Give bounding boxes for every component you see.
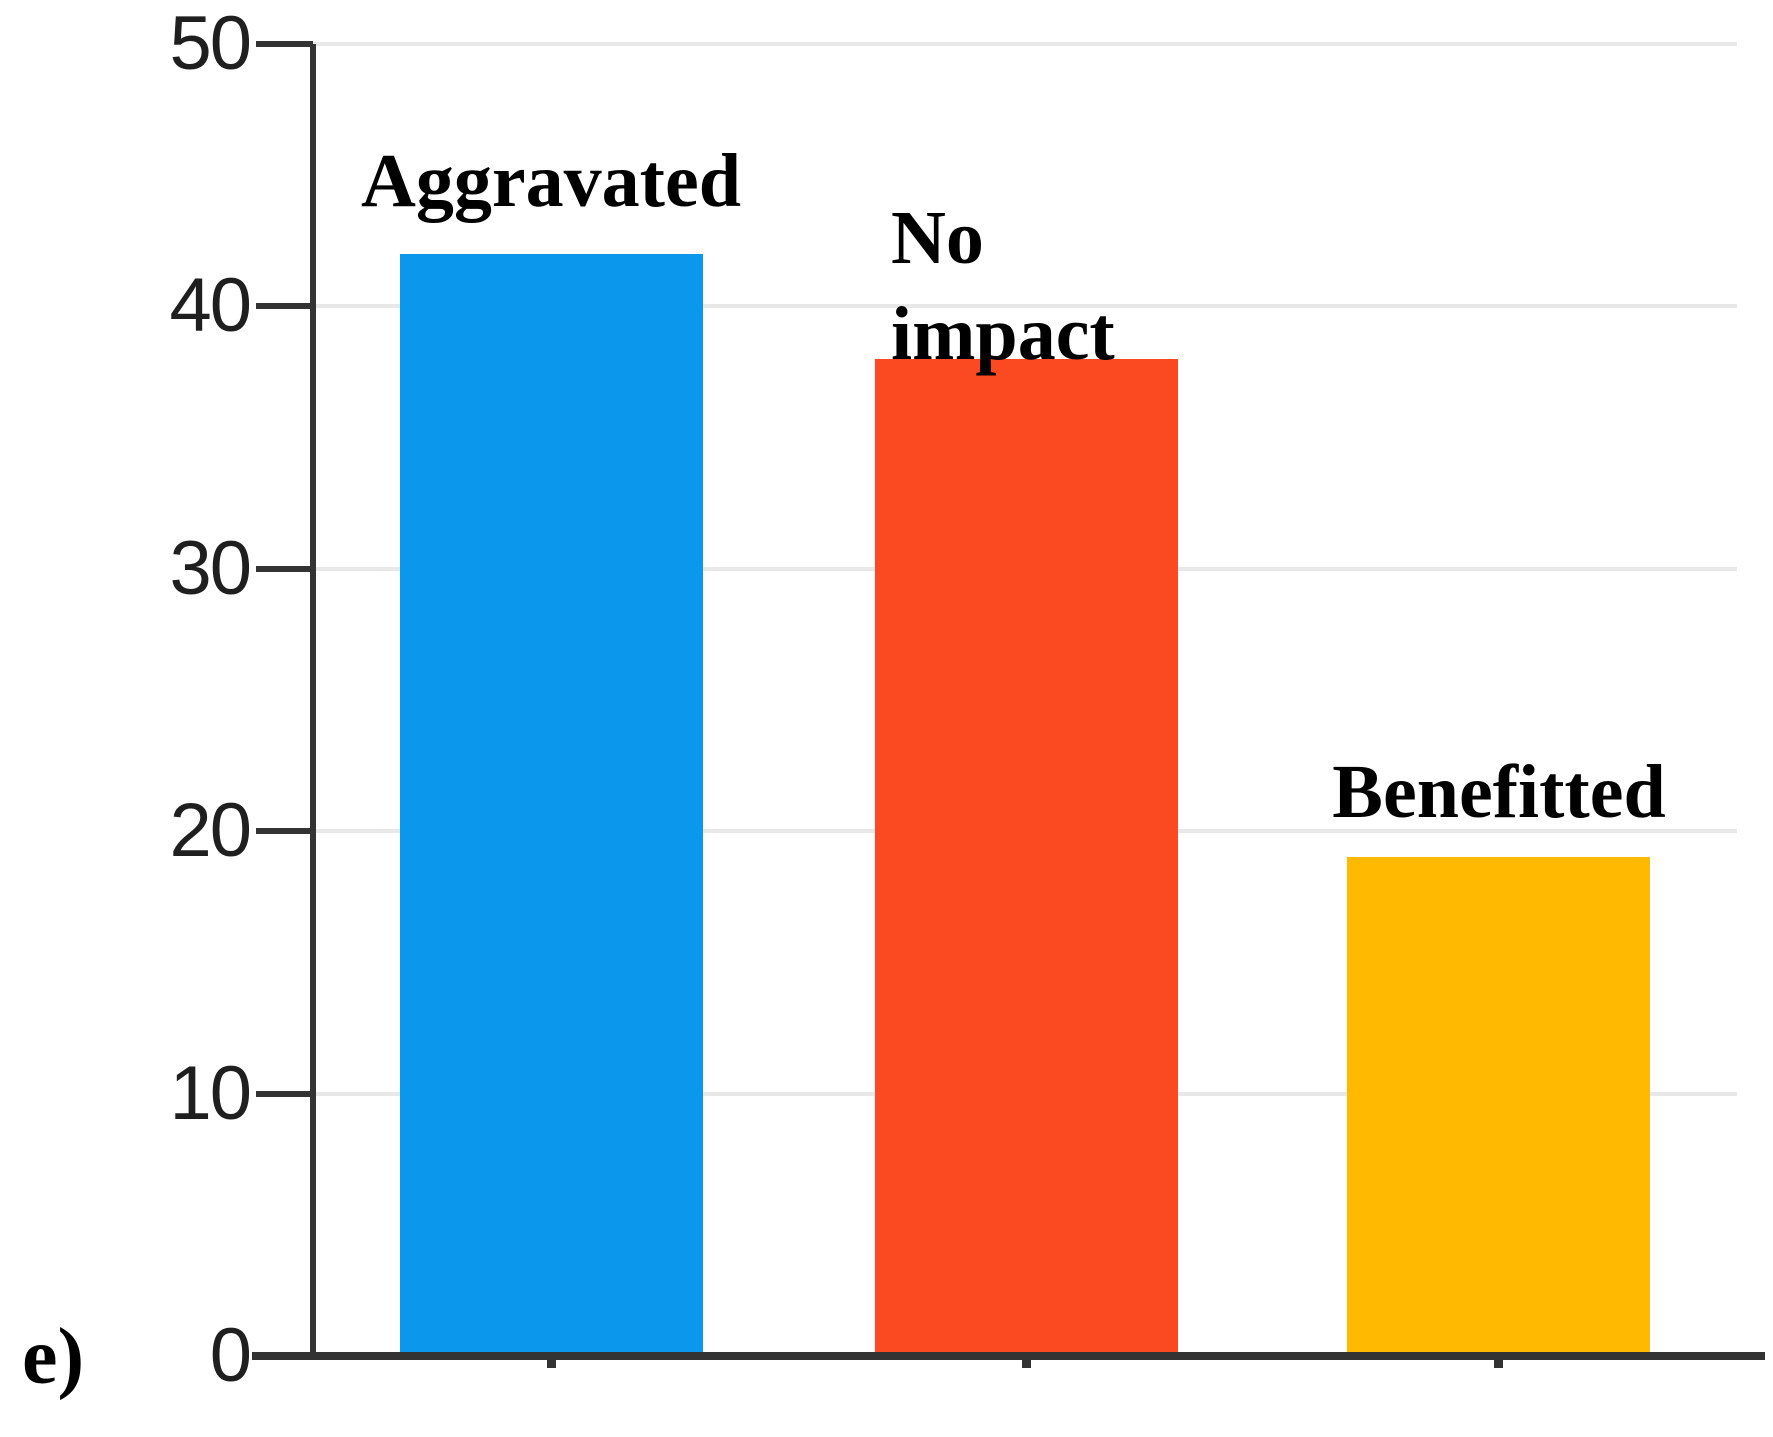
bar-aggravated (400, 253, 703, 1356)
x-axis-line (252, 1352, 1765, 1360)
bar-label-no-impact: No impact (891, 196, 1115, 376)
bar-label-benefitted: Benefitted (1332, 750, 1666, 834)
y-tick-label: 40 (169, 263, 252, 349)
y-tick-label: 50 (169, 1, 252, 86)
y-axis-tick (256, 1353, 313, 1359)
x-axis-tick (547, 1358, 556, 1368)
y-axis-tick (256, 1090, 313, 1097)
y-axis-tick (256, 41, 313, 47)
y-axis-tick (256, 303, 313, 310)
y-axis-line (310, 44, 316, 1360)
y-gridline (313, 42, 1737, 46)
y-gridline (313, 304, 1737, 309)
bar-benefitted (1347, 857, 1650, 1356)
y-tick-label: 0 (209, 1313, 252, 1398)
x-axis-tick (1022, 1358, 1031, 1368)
y-tick-label: 10 (169, 1050, 252, 1136)
bar-label-aggravated: Aggravated (361, 139, 741, 223)
figure-panel-label: e) (22, 1313, 85, 1401)
x-axis-tick (1494, 1358, 1503, 1368)
y-tick-label: 20 (169, 788, 252, 874)
y-axis-tick (256, 565, 313, 572)
bar-no-impact (875, 358, 1178, 1356)
y-tick-label: 30 (169, 525, 252, 611)
y-axis-tick (256, 828, 313, 835)
